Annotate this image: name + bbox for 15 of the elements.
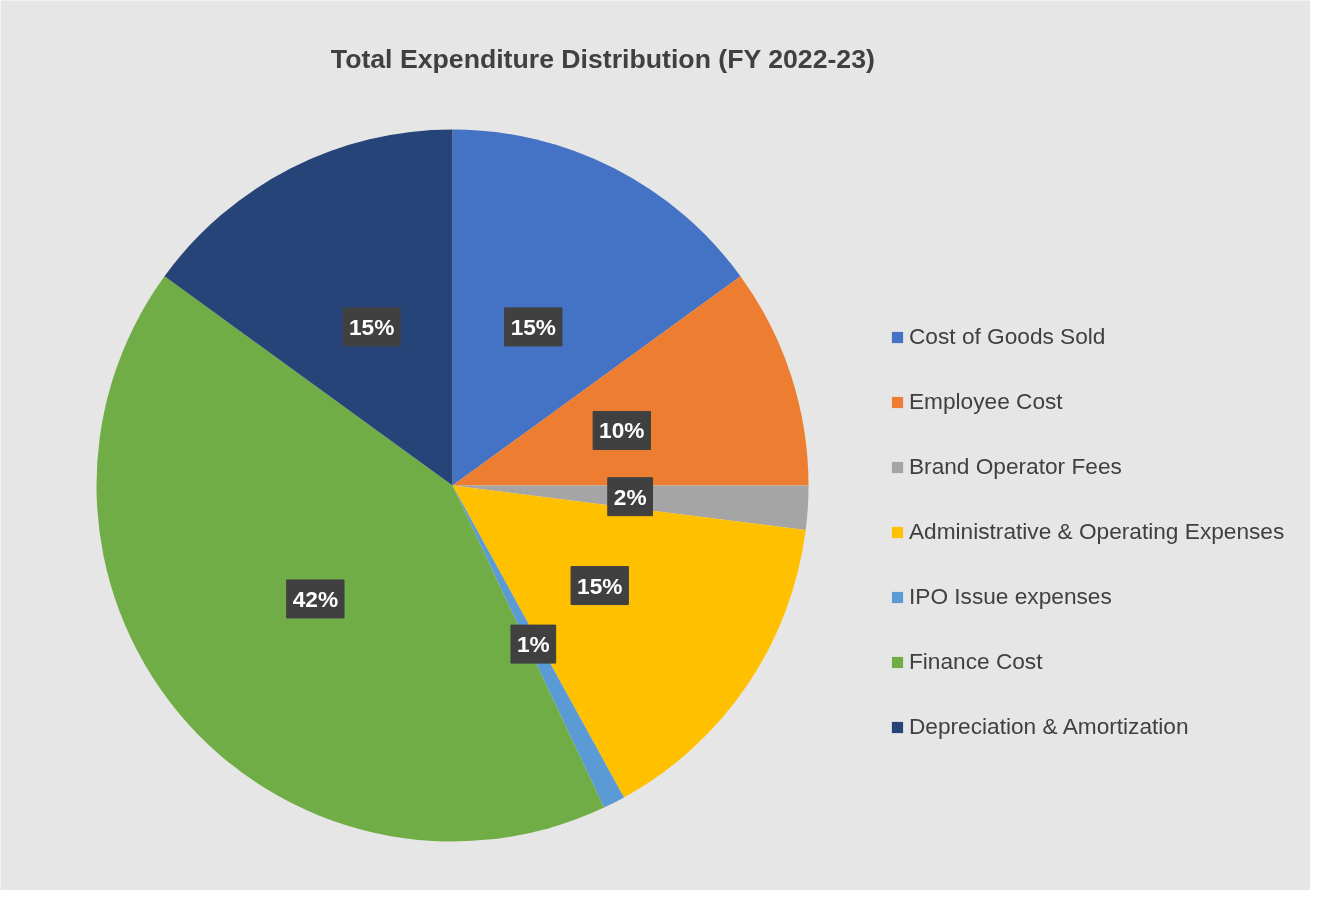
legend-label: IPO Issue expenses: [909, 583, 1112, 610]
data-label: 15%: [577, 572, 623, 599]
data-label: 42%: [292, 585, 339, 612]
legend-label: Brand Operator Fees: [909, 453, 1122, 480]
data-label: 15%: [349, 313, 395, 340]
legend-label: Administrative & Operating Expenses: [909, 518, 1285, 545]
legend-label: Cost of Goods Sold: [909, 323, 1106, 350]
data-label: 10%: [599, 417, 645, 444]
data-label: 1%: [516, 631, 550, 658]
data-label: 2%: [613, 483, 647, 510]
legend-label: Depreciation & Amortization: [909, 713, 1189, 740]
legend-label: Finance Cost: [909, 648, 1043, 675]
data-label: 15%: [510, 313, 556, 340]
chart-title: Total Expenditure Distribution (FY 2022-23): [330, 43, 875, 74]
legend-label: Employee Cost: [909, 388, 1063, 415]
